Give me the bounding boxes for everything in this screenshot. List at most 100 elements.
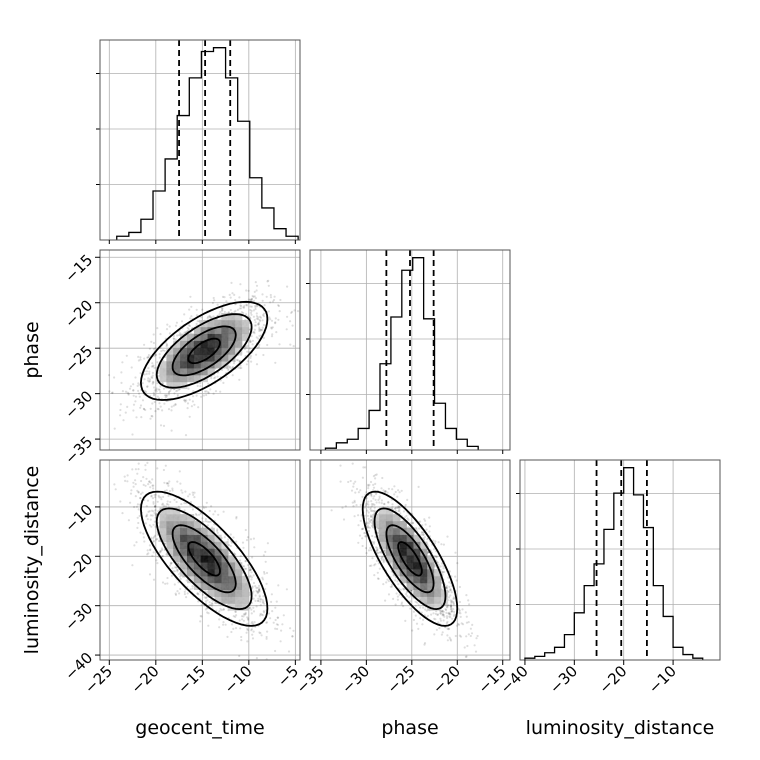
scatter-point: [250, 313, 253, 316]
scatter-point: [144, 522, 147, 525]
density-cell: [173, 534, 181, 542]
scatter-point: [210, 602, 213, 605]
scatter-point: [195, 308, 198, 311]
scatter-panel-phase-luminosity_distance: [310, 460, 510, 660]
scatter-point: [415, 526, 418, 530]
scatter-point: [274, 606, 277, 609]
scatter-point: [247, 289, 250, 292]
scatter-point: [251, 339, 254, 342]
scatter-point: [271, 610, 274, 613]
scatter-point: [167, 393, 171, 396]
scatter-point: [149, 486, 152, 489]
scatter-point: [136, 489, 139, 492]
scatter-point: [370, 495, 373, 498]
scatter-point: [357, 491, 360, 494]
scatter-point: [231, 366, 234, 369]
scatter-point: [254, 308, 257, 311]
scatter-point: [239, 364, 242, 367]
scatter-point: [201, 517, 204, 520]
scatter-point: [420, 611, 423, 614]
scatter-point: [175, 566, 178, 569]
scatter-point: [154, 505, 157, 508]
scatter-point: [175, 500, 178, 504]
scatter-point: [382, 561, 385, 564]
scatter-point: [249, 317, 252, 320]
scatter-point: [375, 550, 378, 553]
scatter-point: [361, 537, 364, 540]
scatter-point: [252, 309, 255, 312]
scatter-point: [256, 590, 259, 593]
scatter-point: [361, 544, 364, 548]
density-cell: [242, 582, 250, 590]
density-cell: [173, 521, 181, 529]
scatter-point: [269, 318, 272, 321]
scatter-point: [402, 510, 406, 513]
scatter-point: [168, 480, 171, 483]
scatter-point: [222, 621, 225, 624]
scatter-point: [438, 627, 441, 630]
scatter-point: [173, 566, 177, 569]
scatter-point: [204, 390, 207, 393]
density-cell: [159, 507, 167, 515]
scatter-point: [290, 311, 293, 314]
scatter-point: [231, 623, 234, 626]
density-cell: [193, 548, 202, 556]
scatter-point: [139, 406, 142, 409]
scatter-point: [422, 533, 425, 536]
scatter-point: [261, 319, 264, 322]
scatter-point: [428, 525, 431, 528]
scatter-point: [376, 531, 379, 534]
scatter-point: [136, 516, 139, 519]
scatter-point: [364, 503, 367, 506]
density-cell: [214, 548, 222, 556]
scatter-point: [156, 537, 159, 541]
scatter-point: [149, 407, 152, 410]
density-cell: [187, 521, 195, 529]
density-cell: [235, 596, 243, 604]
scatter-point: [408, 596, 411, 599]
scatter-point: [227, 369, 230, 372]
scatter-point: [154, 354, 157, 357]
scatter-point: [360, 514, 363, 517]
scatter-point: [206, 317, 209, 320]
scatter-point: [287, 650, 291, 653]
density-cell: [221, 582, 229, 590]
scatter-point: [200, 615, 203, 618]
scatter-point: [366, 483, 370, 486]
scatter-point: [186, 402, 190, 405]
scatter-point: [263, 602, 266, 605]
scatter-point: [274, 627, 277, 630]
scatter-point: [372, 486, 376, 489]
scatter-point: [136, 472, 139, 475]
scatter-point: [218, 626, 221, 629]
scatter-point: [228, 365, 231, 368]
density-cell: [180, 527, 188, 535]
scatter-point: [232, 536, 235, 539]
scatter-point: [272, 298, 276, 302]
scatter-point: [353, 499, 356, 502]
scatter-point: [380, 502, 383, 505]
scatter-point: [194, 512, 197, 516]
scatter-point: [449, 589, 452, 592]
density-cell: [207, 589, 215, 597]
scatter-point: [414, 614, 417, 617]
scatter-point: [254, 594, 257, 597]
scatter-point: [446, 606, 449, 609]
scatter-point: [150, 414, 153, 418]
scatter-point: [151, 554, 154, 557]
scatter-point: [411, 522, 414, 525]
scatter-point: [226, 635, 229, 639]
density-cell: [242, 320, 250, 328]
scatter-point: [369, 508, 372, 511]
scatter-point: [183, 502, 186, 505]
x-axis-label-phase: phase: [381, 717, 438, 739]
scatter-point: [125, 354, 128, 357]
scatter-point: [277, 304, 280, 307]
scatter-point: [274, 317, 277, 320]
scatter-point: [453, 613, 456, 616]
scatter-point: [159, 496, 162, 499]
scatter-point: [245, 303, 248, 306]
density-cell: [187, 555, 195, 563]
scatter-point: [473, 644, 476, 647]
scatter-point: [153, 512, 156, 515]
